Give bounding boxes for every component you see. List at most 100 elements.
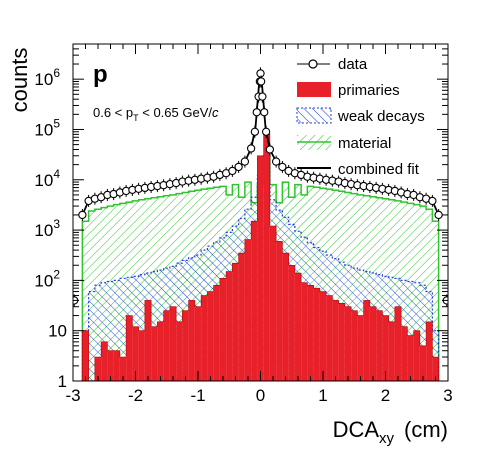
data-point-38 bbox=[265, 145, 275, 154]
legend-entry-weak-decays: weak decays bbox=[296, 107, 425, 125]
legend-primaries-label: primaries bbox=[338, 82, 400, 99]
primaries-bin-46 bbox=[369, 306, 377, 381]
primaries-bin-23 bbox=[226, 271, 233, 381]
x-tick-label-0: -3 bbox=[65, 386, 80, 405]
primaries-bin-0 bbox=[82, 330, 89, 381]
primaries-bin-56 bbox=[432, 356, 439, 381]
weak-decays-bin-54 bbox=[419, 285, 427, 381]
x-tick-labels: -3 -2 -1 0 1 2 3 bbox=[65, 386, 452, 405]
data-point-35 bbox=[258, 92, 267, 101]
weak-decays-bin-52 bbox=[407, 281, 414, 381]
primaries-bin-55 bbox=[426, 321, 433, 381]
weak-decays-bin-9 bbox=[138, 274, 145, 381]
kinematic-range-suffix: < 0.65 GeV/ bbox=[139, 105, 213, 120]
y-tick-label-base: 10 bbox=[34, 70, 53, 89]
data-point-34 bbox=[256, 77, 266, 86]
primaries-bin-6 bbox=[119, 356, 127, 381]
x-tick-label-1: -2 bbox=[128, 386, 143, 405]
x-tick-label-2: -1 bbox=[190, 386, 205, 405]
primaries-bin-48 bbox=[382, 315, 389, 381]
material-bin-0 bbox=[82, 221, 89, 381]
primaries-bin-36 bbox=[307, 285, 314, 381]
primaries-bin-38 bbox=[319, 291, 327, 381]
primaries-bin-21 bbox=[213, 285, 220, 381]
primaries-bin-7 bbox=[126, 315, 133, 381]
weak-decays-bin-1 bbox=[88, 291, 95, 381]
x-tick-label-5: 2 bbox=[381, 386, 390, 405]
legend-weak-decays-label: weak decays bbox=[337, 108, 425, 125]
particle-label: p bbox=[93, 61, 108, 88]
axis-ticks bbox=[72, 43, 449, 382]
primaries-bin-40 bbox=[332, 300, 339, 381]
data-point-27 bbox=[240, 157, 250, 166]
primaries-bin-45 bbox=[363, 300, 370, 381]
primaries-bin-3 bbox=[101, 341, 108, 381]
data-point-28 bbox=[246, 144, 256, 153]
x-axis-label-subscript: xy bbox=[379, 430, 395, 447]
y-tick-label-base: 10 bbox=[34, 171, 53, 190]
kinematic-range-subscript: T bbox=[133, 113, 139, 123]
y-tick-label-5: 105 bbox=[34, 116, 60, 139]
primaries-bin-30 bbox=[269, 226, 277, 381]
primaries-bin-2 bbox=[94, 356, 102, 381]
kinematic-range-prefix: 0.6 < p bbox=[93, 105, 133, 120]
primaries-bin-20 bbox=[207, 291, 214, 381]
primaries-bin-5 bbox=[113, 350, 120, 381]
primaries-bin-4 bbox=[107, 350, 114, 381]
data-point-36 bbox=[260, 108, 269, 117]
primaries-bin-10 bbox=[144, 300, 152, 381]
primaries-bin-31 bbox=[276, 241, 283, 381]
weak-decays-bin-11 bbox=[151, 271, 158, 381]
y-axis-label: counts bbox=[7, 48, 32, 113]
y-tick-label-base: 10 bbox=[34, 120, 53, 139]
primaries-bin-25 bbox=[238, 253, 245, 381]
legend-entry-combined-fit: combined fit bbox=[297, 161, 420, 178]
weak-decays-bin-2 bbox=[94, 285, 102, 381]
x-tick-label-4: 1 bbox=[318, 386, 327, 405]
x-axis-label-main: DCA bbox=[333, 417, 380, 442]
x-tick-label-3: 0 bbox=[256, 386, 265, 405]
primaries-bin-11 bbox=[151, 326, 158, 381]
y-tick-label-4: 104 bbox=[34, 167, 60, 190]
primaries-bin-43 bbox=[351, 310, 358, 381]
primaries-bin-34 bbox=[294, 273, 302, 381]
primaries-bin-17 bbox=[188, 300, 195, 381]
legend-data-marker bbox=[308, 59, 318, 69]
primaries-bin-15 bbox=[176, 321, 183, 381]
primaries-bin-13 bbox=[163, 310, 170, 381]
primaries-bin-27 bbox=[251, 221, 258, 381]
primaries-bin-16 bbox=[182, 310, 189, 381]
primaries-bin-29 bbox=[263, 134, 270, 381]
material-bin-56 bbox=[432, 221, 439, 381]
primaries-bin-51 bbox=[401, 326, 408, 381]
primaries-bin-12 bbox=[157, 321, 164, 381]
weak-decays-bin-3 bbox=[101, 282, 108, 381]
legend-weak-decays-swatch bbox=[296, 107, 332, 124]
primaries-bin-42 bbox=[344, 306, 352, 381]
primaries-outline bbox=[82, 134, 439, 381]
legend-primaries-swatch bbox=[297, 82, 331, 97]
weak-decays-bin-4 bbox=[107, 281, 114, 381]
primaries-bin-44 bbox=[357, 315, 364, 381]
y-tick-label-base: 1 bbox=[58, 372, 67, 391]
primaries-bin-28 bbox=[257, 155, 264, 381]
primaries-bin-14 bbox=[169, 306, 177, 381]
data-point-40 bbox=[278, 162, 287, 172]
primaries-bin-53 bbox=[413, 330, 420, 381]
primaries-bin-22 bbox=[219, 278, 227, 381]
y-tick-label-base: 10 bbox=[34, 221, 53, 240]
data-point-39 bbox=[271, 157, 281, 166]
y-tick-label-6: 106 bbox=[34, 66, 60, 89]
y-tick-label-base: 10 bbox=[34, 271, 53, 290]
y-tick-label-3: 103 bbox=[34, 217, 60, 240]
weak-decays-outline bbox=[81, 155, 440, 381]
primaries-bin-9 bbox=[138, 330, 145, 381]
kinematic-range-label: 0.6 < pT < 0.65 GeV/c bbox=[93, 105, 219, 123]
primaries-bin-49 bbox=[388, 321, 395, 381]
primaries-bin-18 bbox=[194, 306, 202, 381]
primaries-bin-33 bbox=[288, 265, 295, 381]
x-axis-label-unit: (cm) bbox=[404, 417, 448, 442]
x-tick-label-6: 3 bbox=[443, 386, 452, 405]
